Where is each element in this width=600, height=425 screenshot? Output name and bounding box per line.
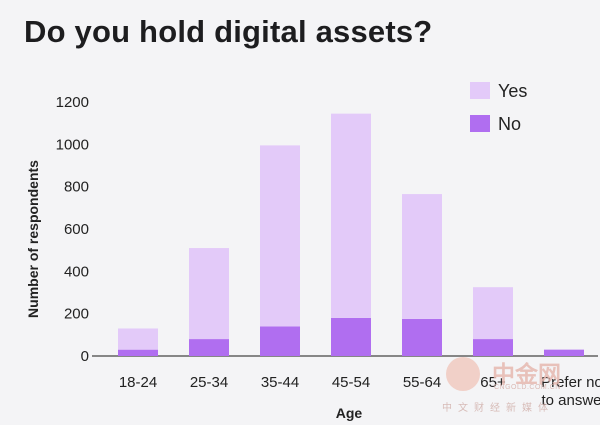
y-tick-label: 1200 (56, 94, 89, 111)
watermark-logo-icon (446, 357, 480, 391)
y-tick-label: 400 (64, 263, 89, 280)
bar-no-65- (473, 339, 513, 356)
y-tick-label: 1000 (56, 136, 89, 153)
y-tick-label: 800 (64, 179, 89, 196)
bar-yes-45-54 (331, 113, 371, 318)
x-tick-label: 65+ (480, 374, 506, 391)
y-tick-label: 200 (64, 306, 89, 323)
x-tick-label: 55-64 (403, 374, 441, 391)
bar-yes-18-24 (118, 328, 158, 350)
x-tick-label: 35-44 (261, 374, 299, 391)
bar-no-35-44 (260, 326, 300, 356)
x-tick-label: to answer (541, 392, 600, 409)
bar-no-45-54 (331, 317, 371, 356)
bar-yes-65- (473, 287, 513, 340)
bar-no-18-24 (118, 349, 158, 356)
bar-no-prefer-not-to-answer (544, 349, 584, 356)
watermark-text: 中金网 (492, 361, 561, 387)
bar-no-55-64 (402, 318, 442, 356)
y-axis-label: Number of respondents (25, 160, 41, 318)
bar-yes-55-64 (402, 194, 442, 319)
chart-title: Do you hold digital assets? (24, 14, 433, 49)
bar-yes-25-34 (189, 248, 229, 340)
watermark-subtitle: 中文财经新媒体 (442, 403, 554, 414)
x-tick-label: 18-24 (119, 374, 157, 391)
x-tick-label: Prefer not (541, 374, 600, 391)
x-tick-label: 45-54 (332, 374, 370, 391)
x-tick-label: 25-34 (190, 374, 228, 391)
x-axis-label: Age (336, 405, 363, 421)
legend-label-yes: Yes (498, 81, 527, 101)
watermark-domain: CNGOLD.COM.CN (494, 384, 561, 391)
y-tick-label: 600 (64, 221, 89, 238)
bar-no-25-34 (189, 339, 229, 356)
legend-swatch-yes (470, 82, 490, 99)
legend-swatch-no (470, 115, 490, 132)
bar-yes-35-44 (260, 145, 300, 327)
y-tick-label: 0 (81, 348, 89, 365)
legend-label-no: No (498, 114, 521, 134)
